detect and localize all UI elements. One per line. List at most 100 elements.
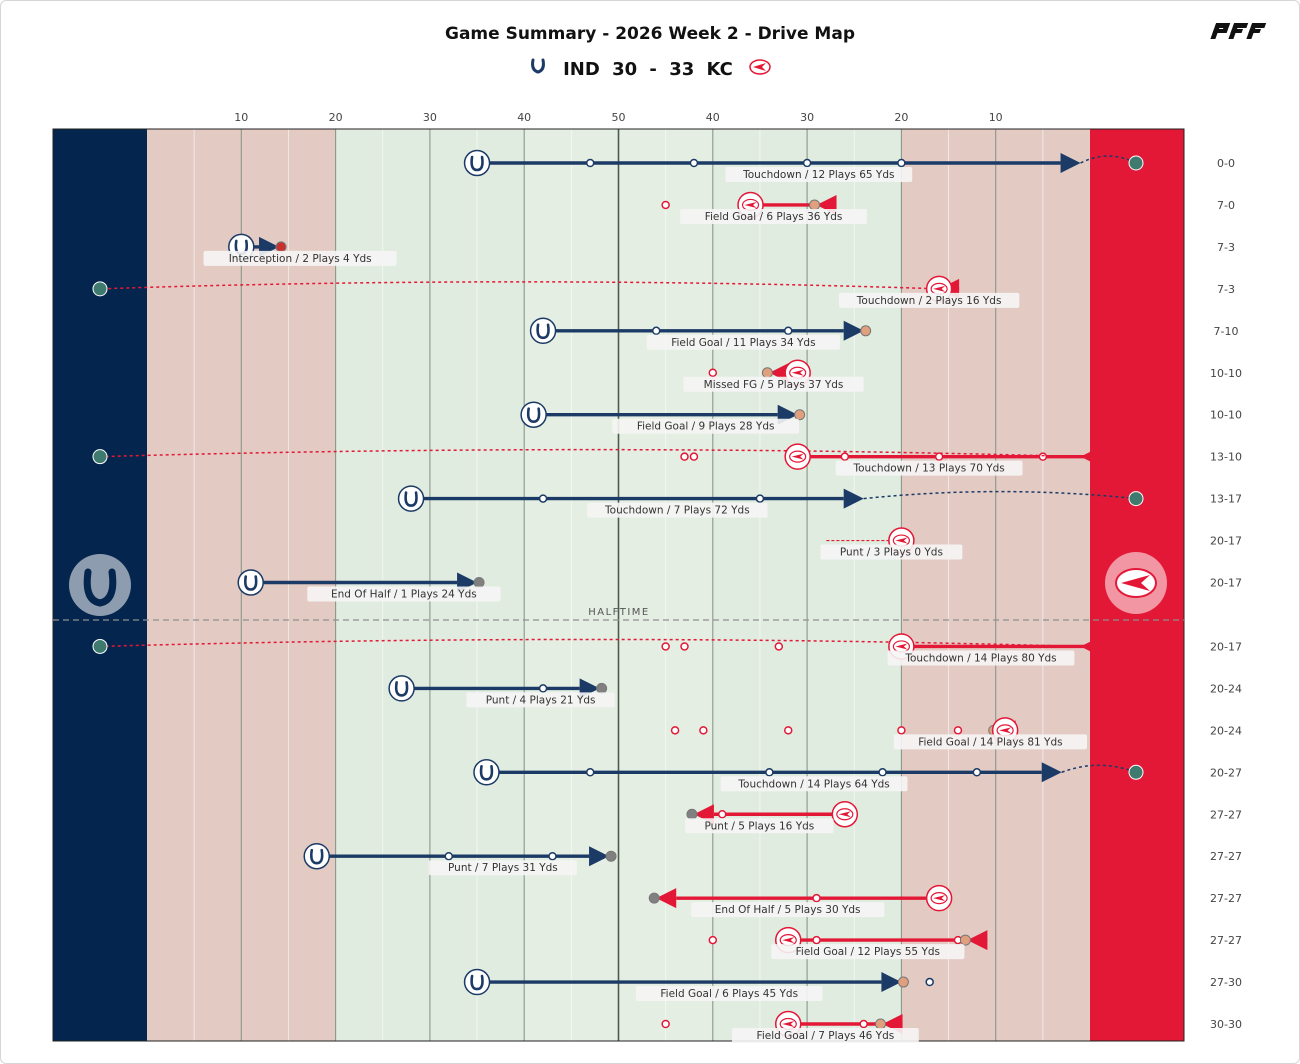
- pff-logo: [1206, 18, 1276, 44]
- drive-label-bg: [887, 650, 1075, 666]
- colts-start-icon: [520, 401, 547, 428]
- drive-label: Touchdown / 14 Plays 64 Yds: [737, 778, 889, 790]
- drive-row: Field Goal / 12 Plays 55 Yds: [708, 926, 988, 960]
- drive-label: Interception / 2 Plays 4 Yds: [229, 253, 372, 265]
- drive-row: Field Goal / 6 Plays 36 Yds: [661, 191, 867, 224]
- play-marker: [670, 726, 680, 735]
- result-dot: [648, 892, 660, 904]
- touchdown-dot: [1128, 764, 1144, 780]
- result-dot: [686, 808, 698, 820]
- play-marker: [444, 851, 454, 861]
- result-dot: [605, 850, 617, 862]
- yard-tick-label: 20: [329, 111, 343, 124]
- colts-start-icon: [529, 317, 557, 345]
- drive-label-bg: [587, 502, 768, 518]
- play-marker: [783, 326, 793, 336]
- score-value: 20-24: [1210, 682, 1242, 695]
- score-column: 0-0 7-0 7-3 7-3 7-10 10-10 10-10 13-10 13-17 20-1…: [1210, 157, 1242, 1031]
- play-marker: [925, 977, 934, 987]
- play-marker: [765, 768, 774, 777]
- play-marker: [680, 452, 689, 461]
- drive-arrow: [1080, 446, 1101, 467]
- colts-start-icon: [303, 842, 330, 870]
- colts-start-icon: [463, 968, 491, 996]
- chiefs-emblem: [1105, 552, 1167, 614]
- drive-label-bg: [820, 544, 963, 560]
- drive-row: Field Goal / 7 Plays 46 Yds: [661, 1010, 919, 1043]
- drive-row: Punt / 5 Plays 16 Yds: [685, 801, 859, 834]
- play-marker: [934, 452, 944, 461]
- drive-label-bg: [725, 167, 913, 182]
- yard-tick-label: 50: [612, 111, 626, 124]
- drive-arrow: [589, 846, 610, 867]
- drive-row: Field Goal / 6 Plays 45 Yds: [463, 968, 934, 1002]
- play-marker: [651, 326, 661, 336]
- drive-arrow: [1060, 153, 1081, 173]
- play-marker: [840, 452, 850, 461]
- drive-label: Touchdown / 14 Plays 80 Yds: [904, 652, 1056, 664]
- chiefs-arrowhead-icon: [749, 59, 771, 80]
- play-marker: [538, 494, 548, 503]
- drive-row: Punt / 4 Plays 21 Yds: [388, 675, 615, 708]
- td-path: [99, 281, 940, 290]
- drive-row: End Of Half / 5 Plays 30 Yds: [648, 884, 953, 918]
- score-value: 20-17: [1210, 535, 1242, 548]
- touchdown-dot: [1128, 155, 1144, 171]
- drive-label-bg: [466, 692, 615, 708]
- drive-label-bg: [612, 418, 800, 434]
- play-marker: [953, 726, 963, 735]
- drive-label: Field Goal / 7 Plays 46 Yds: [757, 1030, 895, 1042]
- play-marker: [689, 452, 699, 461]
- result-dot: [596, 682, 608, 694]
- page-title: Game Summary - 2026 Week 2 - Drive Map: [445, 24, 855, 44]
- score-value: 20-17: [1210, 640, 1242, 653]
- drive-label: Punt / 4 Plays 21 Yds: [486, 694, 596, 706]
- drive-label-bg: [203, 250, 397, 266]
- play-marker: [708, 935, 718, 945]
- play-marker: [689, 158, 699, 168]
- colts-emblem: [69, 554, 131, 616]
- drive-row: Missed FG / 5 Plays 37 Yds: [683, 359, 864, 392]
- result-dot: [959, 934, 971, 946]
- home-team-abbr: KC: [706, 59, 733, 80]
- score-value: 10-10: [1210, 409, 1242, 422]
- drive-label: Punt / 5 Plays 16 Yds: [704, 820, 814, 832]
- drive-label-bg: [428, 860, 578, 876]
- colts-horseshoe-icon: [529, 58, 547, 81]
- field: [52, 128, 1185, 1042]
- drive-row: Touchdown / 13 Plays 70 Yds: [92, 443, 1101, 476]
- score-value: 7-10: [1214, 325, 1239, 338]
- drive-row: Punt / 7 Plays 31 Yds: [303, 842, 617, 876]
- chiefs-start-icon: [925, 884, 953, 912]
- drive-row: Field Goal / 14 Plays 81 Yds: [670, 717, 1088, 750]
- score-value: 27-27: [1210, 808, 1242, 821]
- result-dot: [875, 1018, 887, 1030]
- drive-row: Interception / 2 Plays 4 Yds: [203, 233, 397, 266]
- drive-label: Field Goal / 6 Plays 45 Yds: [660, 988, 798, 1000]
- drive-row: Touchdown / 12 Plays 65 Yds: [463, 149, 1144, 182]
- play-marker: [538, 684, 548, 693]
- yard-tick-label: 30: [423, 111, 437, 124]
- drive-arrow: [843, 320, 864, 341]
- yard-tick-label: 40: [706, 111, 720, 124]
- drive-label-bg: [835, 460, 1023, 476]
- result-dot: [897, 976, 909, 988]
- drive-label-bg: [685, 818, 834, 834]
- play-marker: [661, 642, 670, 651]
- drive-label-bg: [680, 208, 867, 224]
- colts-start-icon: [388, 675, 415, 702]
- field-border: [52, 128, 1185, 1042]
- drive-label: Touchdown / 13 Plays 70 Yds: [852, 463, 1004, 475]
- drive-label: Touchdown / 2 Plays 16 Yds: [856, 295, 1002, 307]
- play-marker: [717, 810, 727, 819]
- drive-label-bg: [635, 986, 823, 1002]
- result-dot: [809, 199, 821, 211]
- score-value: 13-17: [1210, 493, 1242, 506]
- drive-label-bg: [720, 776, 908, 792]
- drive-label-bg: [683, 376, 864, 392]
- play-marker: [812, 935, 821, 945]
- chiefs-start-icon: [831, 801, 859, 828]
- drive-row: Punt / 3 Plays 0 Yds: [820, 527, 963, 560]
- drive-row: Touchdown / 14 Plays 80 Yds: [92, 633, 1101, 666]
